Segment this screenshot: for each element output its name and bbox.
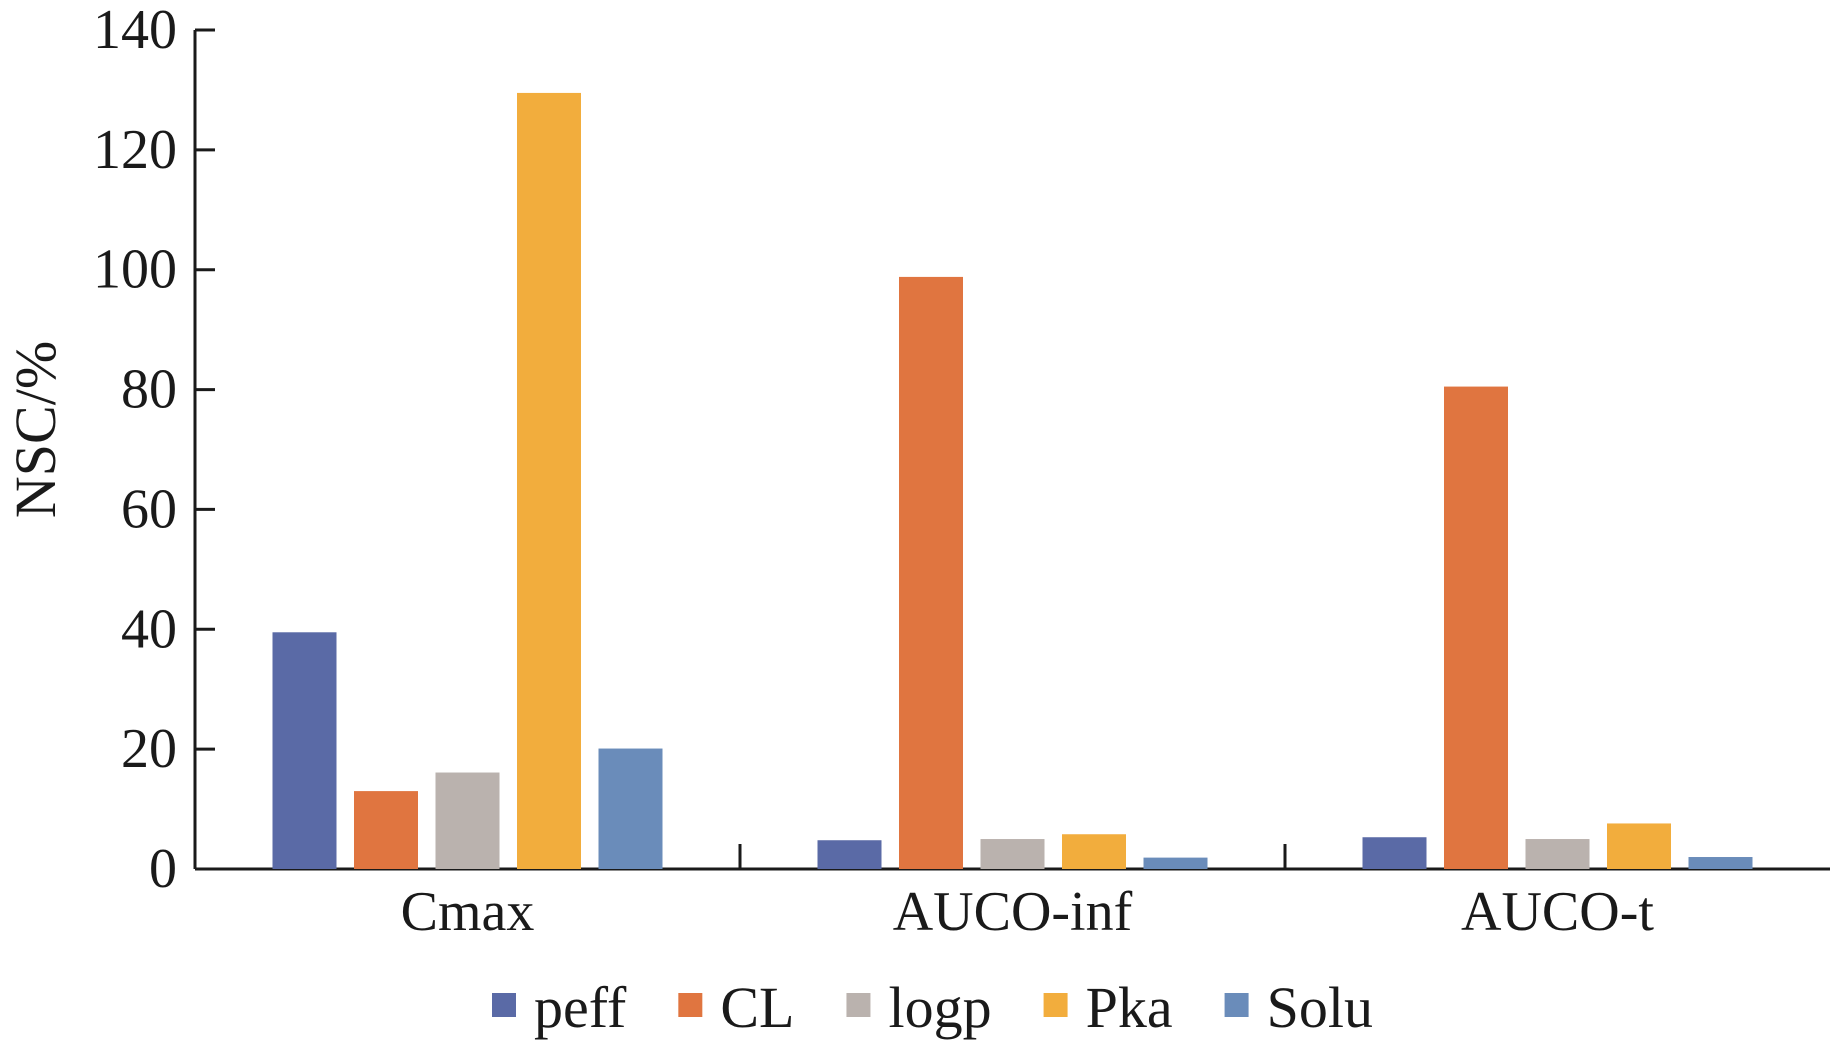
bar-Pka-Cmax [517,92,581,870]
bar-Solu-AUCO-t [1688,857,1753,869]
y-axis-title: NSC/% [3,341,68,518]
bar-Pka-AUCO-inf [1062,834,1126,869]
bar-logp-AUCO-t [1525,839,1590,869]
legend-label-logp: logp [888,975,991,1040]
legend-swatch-Solu [1224,993,1249,1017]
bar-Solu-Cmax [598,748,663,869]
bar-peff-AUCO-t [1362,837,1427,869]
legend-swatch-logp [846,993,871,1017]
y-tick-label: 120 [93,119,177,181]
y-tick-label: 80 [121,359,177,421]
legend-label-peff: peff [534,975,627,1040]
bar-Solu-AUCO-inf [1143,857,1208,869]
bar-peff-Cmax [272,632,337,869]
legend-label-Pka: Pka [1086,975,1173,1040]
legend-swatch-CL [678,993,703,1017]
legend-swatch-peff [492,993,516,1017]
bar-logp-AUCO-inf [980,839,1045,869]
y-tick-label: 40 [121,598,177,660]
x-category-label: AUCO-t [1461,881,1654,943]
y-tick-label: 140 [93,0,177,61]
legend-label-CL: CL [720,975,794,1040]
bar-CL-Cmax [354,791,418,869]
bars [272,92,1753,870]
y-tick-label: 0 [149,838,177,900]
legend: peff CL logp Pka Solu [492,975,1373,1040]
axes [193,28,1830,871]
bar-logp-Cmax [435,772,500,869]
bar-peff-AUCO-inf [817,840,882,869]
legend-label-Solu: Solu [1267,975,1373,1040]
y-tick-label: 60 [121,478,177,540]
bar-Pka-AUCO-t [1607,823,1671,869]
x-category-label: Cmax [401,881,535,943]
bar-CL-AUCO-t [1444,386,1508,869]
x-category-label: AUCO-inf [893,881,1133,943]
y-tick-label: 100 [93,239,177,301]
legend-swatch-Pka [1043,993,1068,1017]
labels: 0 20 40 60 80 100 120 140 NSC/% Cmax AUCO-inf AUCO-… [3,0,1654,943]
y-tick-label: 20 [121,718,177,780]
bar-CL-AUCO-inf [899,276,963,869]
